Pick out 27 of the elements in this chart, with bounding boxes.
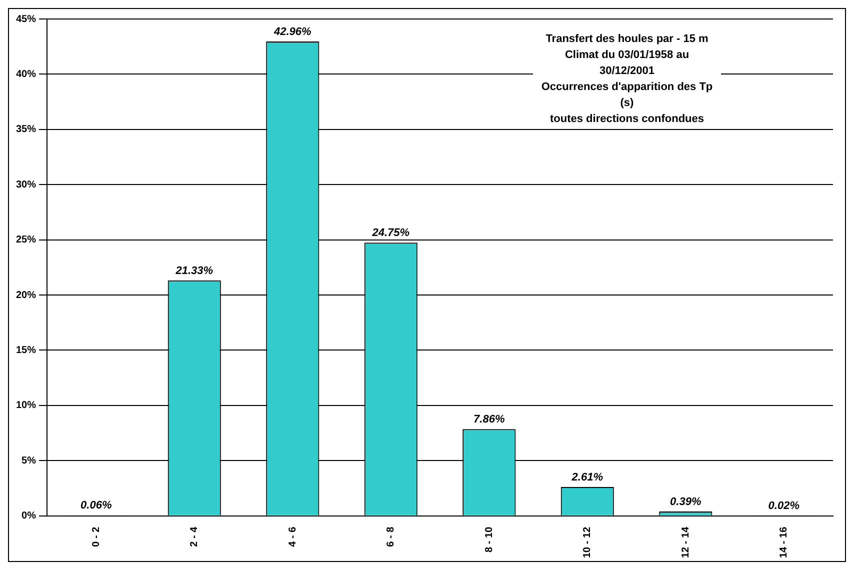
x-tick-label: 2 - 4 (189, 526, 200, 547)
data-label: 42.96% (272, 26, 312, 38)
x-tick-label: 6 - 8 (386, 526, 397, 547)
y-tick-label: 45% (16, 14, 36, 25)
y-tick-label: 20% (16, 290, 36, 301)
y-tick-label: 10% (16, 400, 36, 412)
x-tick-label: 4 - 6 (287, 526, 298, 547)
y-tick-label: 30% (16, 179, 36, 190)
y-tick-label: 5% (22, 455, 36, 466)
y-tick-label: 40% (16, 68, 36, 80)
x-tick-label: 0 - 2 (90, 526, 102, 547)
x-tick-label: 12 - 14 (680, 526, 692, 558)
data-label: 2.61% (570, 472, 604, 484)
x-tick-label: 8 - 10 (484, 526, 495, 552)
data-label: 0.02% (768, 500, 800, 512)
data-label: 0.06% (80, 500, 112, 512)
y-tick-label: 25% (16, 234, 36, 246)
x-tick-label: 14 - 16 (778, 526, 790, 558)
y-tick-label: 15% (16, 344, 36, 356)
y-tick-label: 0% (22, 510, 36, 522)
data-label: 0.39% (670, 496, 702, 508)
data-label: 7.86% (474, 414, 505, 426)
data-label: 24.75% (371, 227, 410, 240)
y-tick-label: 35% (16, 124, 36, 136)
x-tick-label: 10 - 12 (582, 526, 594, 558)
data-label: 21.33% (174, 264, 214, 277)
text: Transfert des houles par - 15 m Climat du 03/01/1958 au 30/12/2001 Occurrences d'apparition des Tp (s) toutes directions confondues (540, 32, 714, 127)
